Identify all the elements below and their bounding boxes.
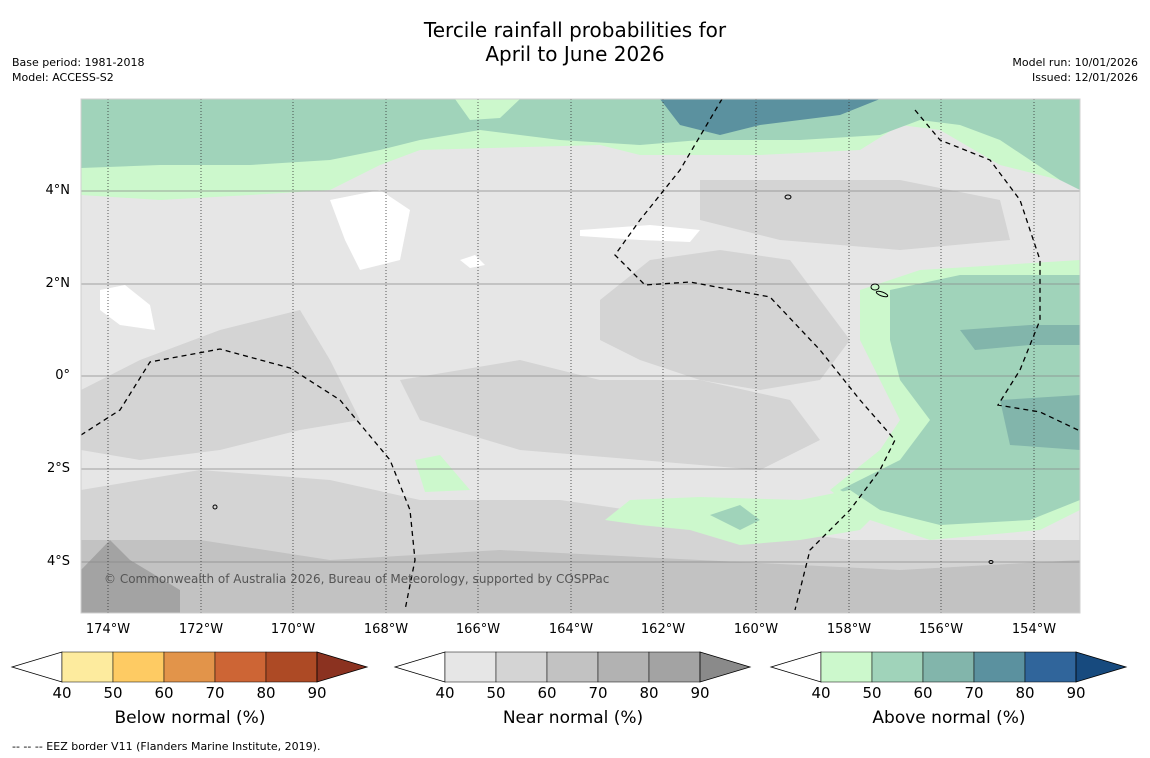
islands [212, 194, 994, 564]
above-tick-50: 50 [862, 684, 882, 702]
legend-title-above: Above normal (%) [872, 708, 1026, 728]
meta-left: Base period: 1981-2018 Model: ACCESS-S2 [12, 55, 144, 85]
near-normal-50-north [700, 180, 1010, 250]
below-tick-40: 40 [52, 684, 72, 702]
above-tick-40: 40 [811, 684, 831, 702]
near-normal-50-region [81, 310, 360, 460]
near-tick-50: 50 [486, 684, 506, 702]
lat-label-0: 0° [55, 368, 70, 383]
copyright-notice: © Commonwealth of Australia 2026, Bureau… [104, 572, 610, 586]
lon-label-174w: 174°W [85, 622, 131, 637]
lat-grid [81, 190, 1080, 563]
near-normal-50-mid [400, 360, 820, 470]
legend-title-below: Below normal (%) [114, 708, 266, 728]
legend-near-normal [393, 651, 752, 683]
near-tick-80: 80 [639, 684, 659, 702]
above-normal-40-island [415, 455, 470, 492]
white-area-north [330, 190, 410, 270]
near-tick-40: 40 [435, 684, 455, 702]
above-tick-80: 80 [1015, 684, 1035, 702]
chart-title: Tercile rainfall probabilities for April… [0, 18, 1150, 66]
above-normal-60-east-a [960, 325, 1080, 350]
below-tick-50: 50 [103, 684, 123, 702]
base-period: Base period: 1981-2018 [12, 56, 145, 69]
eez-note: -- -- -- EEZ border V11 (Flanders Marine… [12, 740, 321, 753]
above-normal-70-north [660, 99, 880, 135]
near-tick-70: 70 [588, 684, 608, 702]
near-tick-60: 60 [537, 684, 557, 702]
lon-label-160w: 160°W [733, 622, 779, 637]
above-tick-90: 90 [1066, 684, 1086, 702]
legend-title-near: Near normal (%) [502, 708, 644, 728]
model-run: Model run: 10/01/2026 [1012, 56, 1138, 69]
meta-right: Model run: 10/01/2026 Issued: 12/01/2026 [1012, 55, 1138, 85]
title-line-2: April to June 2026 [485, 42, 665, 66]
eez-borders [81, 99, 1079, 611]
near-tick-90: 90 [690, 684, 710, 702]
lon-label-170w: 170°W [270, 622, 316, 637]
legend-above-normal [769, 651, 1128, 683]
legend-below-normal [10, 651, 369, 683]
below-tick-90: 90 [307, 684, 327, 702]
above-normal-40-north-small [455, 99, 520, 120]
lon-label-156w: 156°W [918, 622, 964, 637]
above-normal-50-north [81, 99, 1080, 190]
below-tick-80: 80 [256, 684, 276, 702]
white-area-small [460, 255, 485, 268]
near-normal-60-south [81, 540, 1080, 613]
lat-label-2n: 2°N [45, 276, 71, 291]
lon-label-166w: 166°W [455, 622, 501, 637]
white-area-center [580, 225, 700, 242]
below-tick-70: 70 [205, 684, 225, 702]
above-normal-50-south [710, 505, 760, 530]
above-tick-70: 70 [964, 684, 984, 702]
title-line-1: Tercile rainfall probabilities for [423, 18, 727, 42]
lon-label-168w: 168°W [363, 622, 409, 637]
below-tick-60: 60 [154, 684, 174, 702]
above-normal-60-east-b [1000, 395, 1080, 450]
map-frame [80, 98, 1081, 614]
model-name: Model: ACCESS-S2 [12, 71, 114, 84]
lat-label-4n: 4°N [45, 183, 71, 198]
lon-label-154w: 154°W [1011, 622, 1057, 637]
lat-label-4s: 4°S [46, 554, 70, 569]
near-normal-50-center [600, 250, 850, 390]
lon-label-158w: 158°W [826, 622, 872, 637]
lon-label-172w: 172°W [178, 622, 224, 637]
lat-label-2s: 2°S [46, 461, 70, 476]
white-area-west [100, 285, 155, 330]
issued-date: Issued: 12/01/2026 [1031, 71, 1138, 84]
lon-label-162w: 162°W [640, 622, 686, 637]
lon-label-164w: 164°W [548, 622, 594, 637]
above-tick-60: 60 [913, 684, 933, 702]
near-normal-80-patch [81, 540, 180, 613]
